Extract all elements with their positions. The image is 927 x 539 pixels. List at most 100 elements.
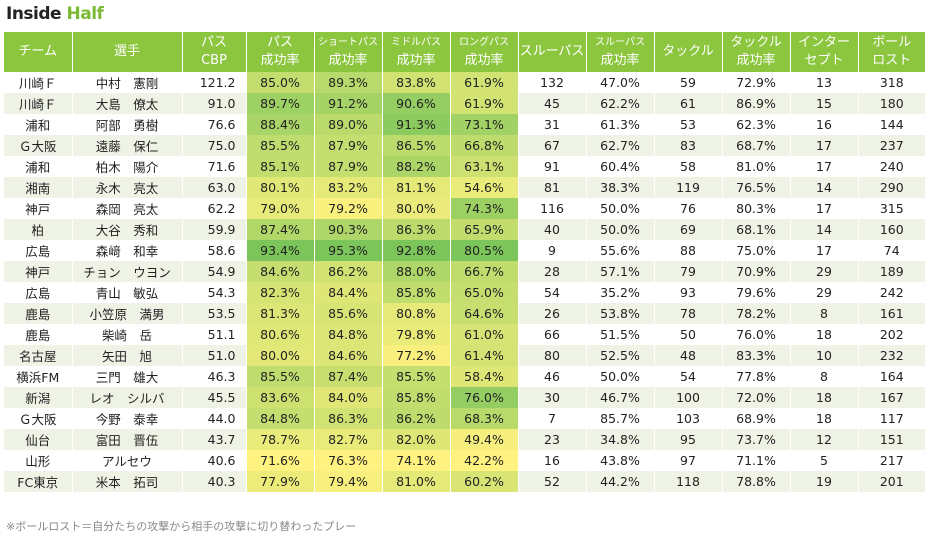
cell-pass-rate: 88.4%: [246, 114, 315, 135]
table-row: 広島 青山 敏弘 54.3 82.3% 84.4% 85.8% 65.0% 54 35.2% 93…: [4, 282, 925, 303]
cell-pass-cbp: 76.6: [182, 114, 247, 135]
cell-tackle: 119: [654, 177, 723, 198]
cell-ball-lost: 151: [858, 429, 925, 450]
cell-tackle: 58: [654, 156, 723, 177]
cell-player: レオ シルバ: [72, 387, 183, 408]
cell-team: FC東京: [4, 471, 73, 492]
cell-middle-pass-rate: 79.8%: [382, 324, 451, 345]
cell-long-pass-rate: 54.6%: [450, 177, 519, 198]
cell-intercept: 17: [790, 156, 859, 177]
cell-team: 神戸: [4, 198, 73, 219]
cell-pass-cbp: 58.6: [182, 240, 247, 261]
cell-short-pass-rate: 87.9%: [314, 135, 383, 156]
table-row: 仙台 富田 晋伍 43.7 78.7% 82.7% 82.0% 49.4% 23 34.8% 95…: [4, 429, 925, 450]
cell-intercept: 8: [790, 303, 859, 324]
cell-tackle: 100: [654, 387, 723, 408]
cell-pass-cbp: 46.3: [182, 366, 247, 387]
cell-through-pass: 45: [518, 93, 587, 114]
cell-intercept: 12: [790, 429, 859, 450]
cell-ball-lost: 189: [858, 261, 925, 282]
cell-short-pass-rate: 83.2%: [314, 177, 383, 198]
cell-pass-rate: 77.9%: [246, 471, 315, 492]
cell-long-pass-rate: 65.9%: [450, 219, 519, 240]
cell-pass-rate: 81.3%: [246, 303, 315, 324]
cell-through-pass-rate: 60.4%: [586, 156, 655, 177]
table-row: 湘南 永木 亮太 63.0 80.1% 83.2% 81.1% 54.6% 81 38.3% 11…: [4, 177, 925, 198]
cell-pass-cbp: 45.5: [182, 387, 247, 408]
cell-long-pass-rate: 61.9%: [450, 93, 519, 114]
table-row: 名古屋 矢田 旭 51.0 80.0% 84.6% 77.2% 61.4% 80 52.5% 48…: [4, 345, 925, 366]
cell-pass-rate: 84.8%: [246, 408, 315, 429]
cell-long-pass-rate: 60.2%: [450, 471, 519, 492]
cell-long-pass-rate: 42.2%: [450, 450, 519, 471]
table-row: 浦和 阿部 勇樹 76.6 88.4% 89.0% 91.3% 73.1% 31 61.3% 53…: [4, 114, 925, 135]
header-tackle-rate: タックル 成功率: [722, 32, 791, 72]
cell-through-pass-rate: 47.0%: [586, 72, 655, 93]
cell-through-pass: 46: [518, 366, 587, 387]
cell-tackle-rate: 62.3%: [722, 114, 791, 135]
header-pass-rate: パス 成功率: [246, 32, 315, 72]
cell-player: 永木 亮太: [72, 177, 183, 198]
cell-player: 柴崎 岳: [72, 324, 183, 345]
header-tackle: タックル: [654, 32, 723, 72]
cell-player: 小笠原 満男: [72, 303, 183, 324]
cell-intercept: 10: [790, 345, 859, 366]
cell-player: 矢田 旭: [72, 345, 183, 366]
cell-ball-lost: 240: [858, 156, 925, 177]
cell-through-pass-rate: 55.6%: [586, 240, 655, 261]
cell-ball-lost: 290: [858, 177, 925, 198]
header-middle-pass-rate: ミドルパス 成功率: [382, 32, 451, 72]
header-long-pass-rate: ロングパス 成功率: [450, 32, 519, 72]
cell-tackle-rate: 81.0%: [722, 156, 791, 177]
cell-tackle: 59: [654, 72, 723, 93]
cell-ball-lost: 117: [858, 408, 925, 429]
cell-tackle: 95: [654, 429, 723, 450]
cell-middle-pass-rate: 85.8%: [382, 387, 451, 408]
cell-through-pass-rate: 35.2%: [586, 282, 655, 303]
cell-ball-lost: 167: [858, 387, 925, 408]
cell-short-pass-rate: 82.7%: [314, 429, 383, 450]
table-row: 山形 アルセウ 40.6 71.6% 76.3% 74.1% 42.2% 16 43.8% 97 7…: [4, 450, 925, 471]
cell-player: 青山 敏弘: [72, 282, 183, 303]
cell-pass-rate: 79.0%: [246, 198, 315, 219]
cell-intercept: 18: [790, 387, 859, 408]
cell-player: 森岡 亮太: [72, 198, 183, 219]
cell-middle-pass-rate: 85.5%: [382, 366, 451, 387]
cell-tackle-rate: 68.7%: [722, 135, 791, 156]
cell-long-pass-rate: 66.8%: [450, 135, 519, 156]
table-row: 神戸 チョン ウヨン 54.9 84.6% 86.2% 88.0% 66.7% 28 57.1%…: [4, 261, 925, 282]
cell-middle-pass-rate: 82.0%: [382, 429, 451, 450]
cell-pass-cbp: 62.2: [182, 198, 247, 219]
table-row: FC東京 米本 拓司 40.3 77.9% 79.4% 81.0% 60.2% 52 44.2%…: [4, 471, 925, 492]
cell-team: 湘南: [4, 177, 73, 198]
cell-pass-rate: 80.6%: [246, 324, 315, 345]
cell-player: 三門 雄大: [72, 366, 183, 387]
header-through-pass-rate: スルーパス 成功率: [586, 32, 655, 72]
cell-through-pass: 23: [518, 429, 587, 450]
cell-intercept: 17: [790, 198, 859, 219]
cell-through-pass: 28: [518, 261, 587, 282]
cell-intercept: 14: [790, 219, 859, 240]
cell-long-pass-rate: 65.0%: [450, 282, 519, 303]
cell-tackle: 48: [654, 345, 723, 366]
table-row: 広島 森﨑 和幸 58.6 93.4% 95.3% 92.8% 80.5% 9 55.6% 88 7…: [4, 240, 925, 261]
cell-ball-lost: 160: [858, 219, 925, 240]
cell-tackle: 69: [654, 219, 723, 240]
cell-middle-pass-rate: 81.1%: [382, 177, 451, 198]
cell-player: 遠藤 保仁: [72, 135, 183, 156]
table-row: Ｇ大阪 遠藤 保仁 75.0 85.5% 87.9% 86.5% 66.8% 67 62.7% 8…: [4, 135, 925, 156]
cell-pass-rate: 83.6%: [246, 387, 315, 408]
cell-intercept: 18: [790, 408, 859, 429]
cell-through-pass: 7: [518, 408, 587, 429]
cell-ball-lost: 237: [858, 135, 925, 156]
cell-pass-rate: 82.3%: [246, 282, 315, 303]
header-ball-lost: ボール ロスト: [858, 32, 925, 72]
cell-long-pass-rate: 74.3%: [450, 198, 519, 219]
cell-short-pass-rate: 89.3%: [314, 72, 383, 93]
cell-long-pass-rate: 66.7%: [450, 261, 519, 282]
cell-team: 広島: [4, 240, 73, 261]
cell-long-pass-rate: 64.6%: [450, 303, 519, 324]
cell-pass-rate: 71.6%: [246, 450, 315, 471]
header-through-pass: スルーパス: [518, 32, 587, 72]
cell-tackle: 103: [654, 408, 723, 429]
